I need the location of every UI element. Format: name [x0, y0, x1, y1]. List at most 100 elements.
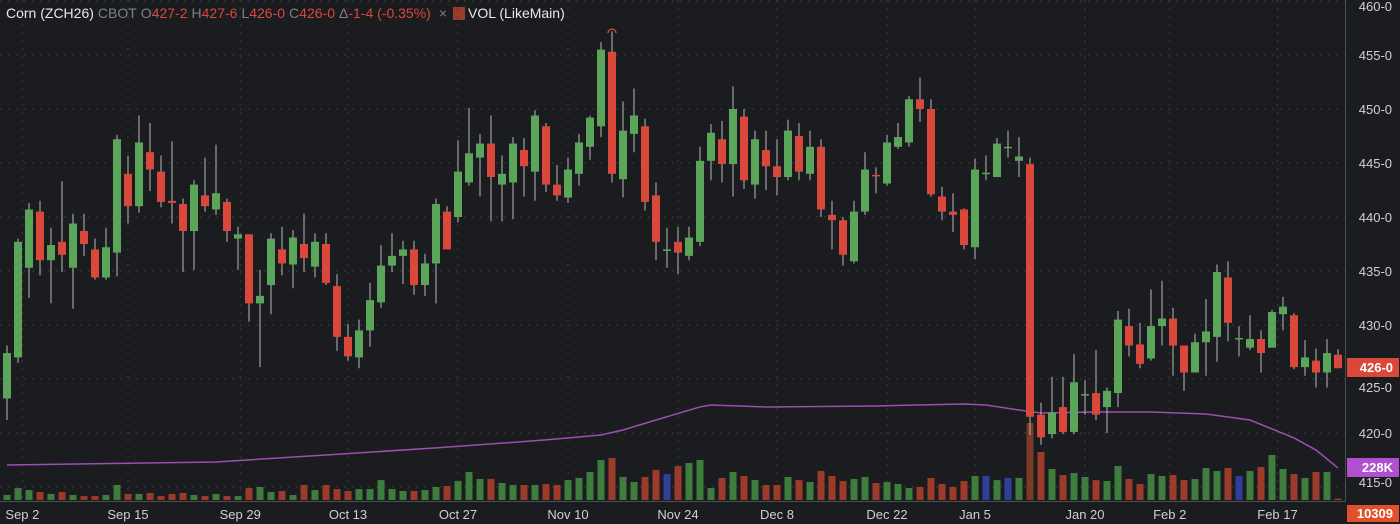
candlestick — [267, 233, 275, 315]
volume-bar — [663, 474, 671, 500]
candlestick — [839, 217, 847, 266]
symbol-name[interactable]: Corn (ZCH26) — [6, 5, 94, 21]
volume-bar — [1026, 422, 1034, 500]
candle-body — [146, 152, 154, 170]
gridlines — [0, 0, 1345, 501]
volume-bar — [80, 496, 88, 500]
volume-bar — [520, 484, 528, 500]
candle-body — [1323, 353, 1331, 373]
time-axis: Sep 2 Sep 15 Sep 29 Oct 13 Oct 27 Nov 10 Nov 2… — [5, 507, 1297, 522]
candlestick — [971, 158, 979, 260]
candlestick — [1037, 402, 1045, 445]
candlestick — [14, 238, 22, 363]
candlestick — [487, 115, 495, 222]
price-tick-label: 445-0 — [1359, 156, 1392, 171]
candlestick — [355, 319, 363, 369]
candlestick — [3, 345, 11, 421]
candle-body — [355, 330, 363, 358]
volume-bar — [729, 471, 737, 500]
candlestick — [201, 157, 209, 212]
candlestick — [80, 213, 88, 256]
candlestick — [872, 167, 880, 194]
candle-body — [69, 223, 77, 268]
candle-body — [1136, 344, 1144, 364]
volume-bar — [784, 476, 792, 500]
candle-body — [1037, 414, 1045, 438]
candle-body — [949, 211, 957, 215]
candlestick — [322, 233, 330, 286]
candle-body — [256, 295, 264, 304]
candlestick — [1224, 261, 1232, 342]
volume-bar — [839, 481, 847, 500]
candle-body — [47, 245, 55, 261]
last-price-tag: 426-0 — [1347, 358, 1399, 377]
volume-bar — [3, 494, 11, 500]
volume-bar — [938, 484, 946, 500]
candle-body — [707, 132, 715, 161]
candle-body — [1048, 412, 1056, 435]
candlestick — [905, 96, 913, 147]
volume-bar — [707, 488, 715, 500]
candlestick — [1323, 339, 1331, 388]
candlestick — [300, 213, 308, 273]
candlestick — [993, 138, 1001, 178]
low-value: 426-0 — [249, 5, 286, 21]
volume-bar — [168, 493, 176, 500]
candlestick — [1059, 376, 1067, 435]
volume-bar — [1070, 473, 1078, 500]
date-tick-label: Oct 13 — [329, 507, 367, 522]
candle-body — [135, 142, 143, 207]
candlestick — [1081, 380, 1089, 415]
candle-body — [1015, 156, 1023, 161]
change-value: -1-4 (-0.35%) — [348, 5, 431, 21]
candlestick — [47, 227, 55, 304]
volume-bar — [553, 484, 561, 500]
candle-body — [322, 244, 330, 283]
volume-study-label[interactable]: VOL (LikeMain) — [468, 5, 565, 21]
high-marker-icon — [607, 28, 617, 34]
candle-body — [773, 166, 781, 178]
candle-body — [190, 184, 198, 232]
volume-bar — [718, 477, 726, 500]
chart-header: Corn (ZCH26) CBOT O 427-2 H 427-6 L 426-… — [6, 5, 565, 21]
candlestick — [861, 152, 869, 215]
candle-body — [102, 247, 110, 278]
candlestick — [1180, 345, 1188, 391]
volume-bar — [1202, 468, 1210, 500]
close-label: C — [289, 5, 300, 21]
candlestick — [652, 182, 660, 261]
candle-body — [36, 211, 44, 261]
candlestick — [1147, 289, 1155, 361]
volume-bar — [113, 484, 121, 500]
candlestick — [432, 198, 440, 304]
date-tick-label: Sep 29 — [220, 507, 261, 522]
volume-bar — [124, 493, 132, 500]
high-value: 427-6 — [201, 5, 238, 21]
volume-bar — [47, 493, 55, 500]
volume-bar — [311, 490, 319, 500]
volume-bar — [399, 491, 407, 500]
candlestick — [1169, 307, 1177, 376]
volume-bar — [421, 490, 429, 500]
candlestick — [135, 115, 143, 213]
close-study-icon[interactable]: × — [438, 5, 447, 21]
candlestick — [982, 155, 990, 181]
volume-bar — [190, 494, 198, 500]
volume-bar — [91, 496, 99, 500]
open-label: O — [140, 5, 152, 21]
candle-body — [718, 139, 726, 165]
volume-bar — [377, 480, 385, 500]
volume-bar — [740, 476, 748, 500]
candlestick — [938, 186, 946, 221]
candle-body — [630, 115, 638, 134]
volume-bar — [1059, 475, 1067, 500]
volume-bar — [1191, 478, 1199, 500]
candlestick — [1191, 333, 1199, 373]
candle-body — [25, 209, 33, 268]
candlestick — [718, 120, 726, 183]
candle-body — [938, 196, 946, 212]
candlestick — [421, 253, 429, 296]
volume-bar — [36, 492, 44, 500]
candle-body — [872, 174, 880, 177]
